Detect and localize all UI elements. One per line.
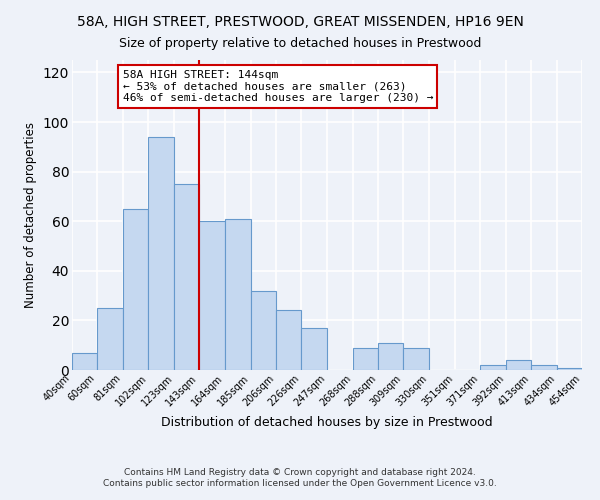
Text: 58A, HIGH STREET, PRESTWOOD, GREAT MISSENDEN, HP16 9EN: 58A, HIGH STREET, PRESTWOOD, GREAT MISSE… [77, 15, 523, 29]
Bar [480, 365, 506, 370]
Bar [225, 218, 251, 370]
Bar [251, 290, 277, 370]
Text: 58A HIGH STREET: 144sqm
← 53% of detached houses are smaller (263)
46% of semi-d: 58A HIGH STREET: 144sqm ← 53% of detache… [122, 70, 433, 103]
Y-axis label: Number of detached properties: Number of detached properties [24, 122, 37, 308]
X-axis label: Distribution of detached houses by size in Prestwood: Distribution of detached houses by size … [161, 416, 493, 429]
Bar [353, 348, 377, 370]
Bar [277, 310, 301, 370]
Bar [506, 360, 532, 370]
Bar [174, 184, 199, 370]
Text: Size of property relative to detached houses in Prestwood: Size of property relative to detached ho… [119, 38, 481, 51]
Bar [199, 221, 225, 370]
Bar [122, 209, 148, 370]
Text: Contains HM Land Registry data © Crown copyright and database right 2024.
Contai: Contains HM Land Registry data © Crown c… [103, 468, 497, 487]
Bar [377, 342, 403, 370]
Bar [72, 352, 97, 370]
Bar [532, 365, 557, 370]
Bar [403, 348, 429, 370]
Bar [97, 308, 122, 370]
Bar [148, 137, 174, 370]
Bar [557, 368, 582, 370]
Bar [301, 328, 327, 370]
